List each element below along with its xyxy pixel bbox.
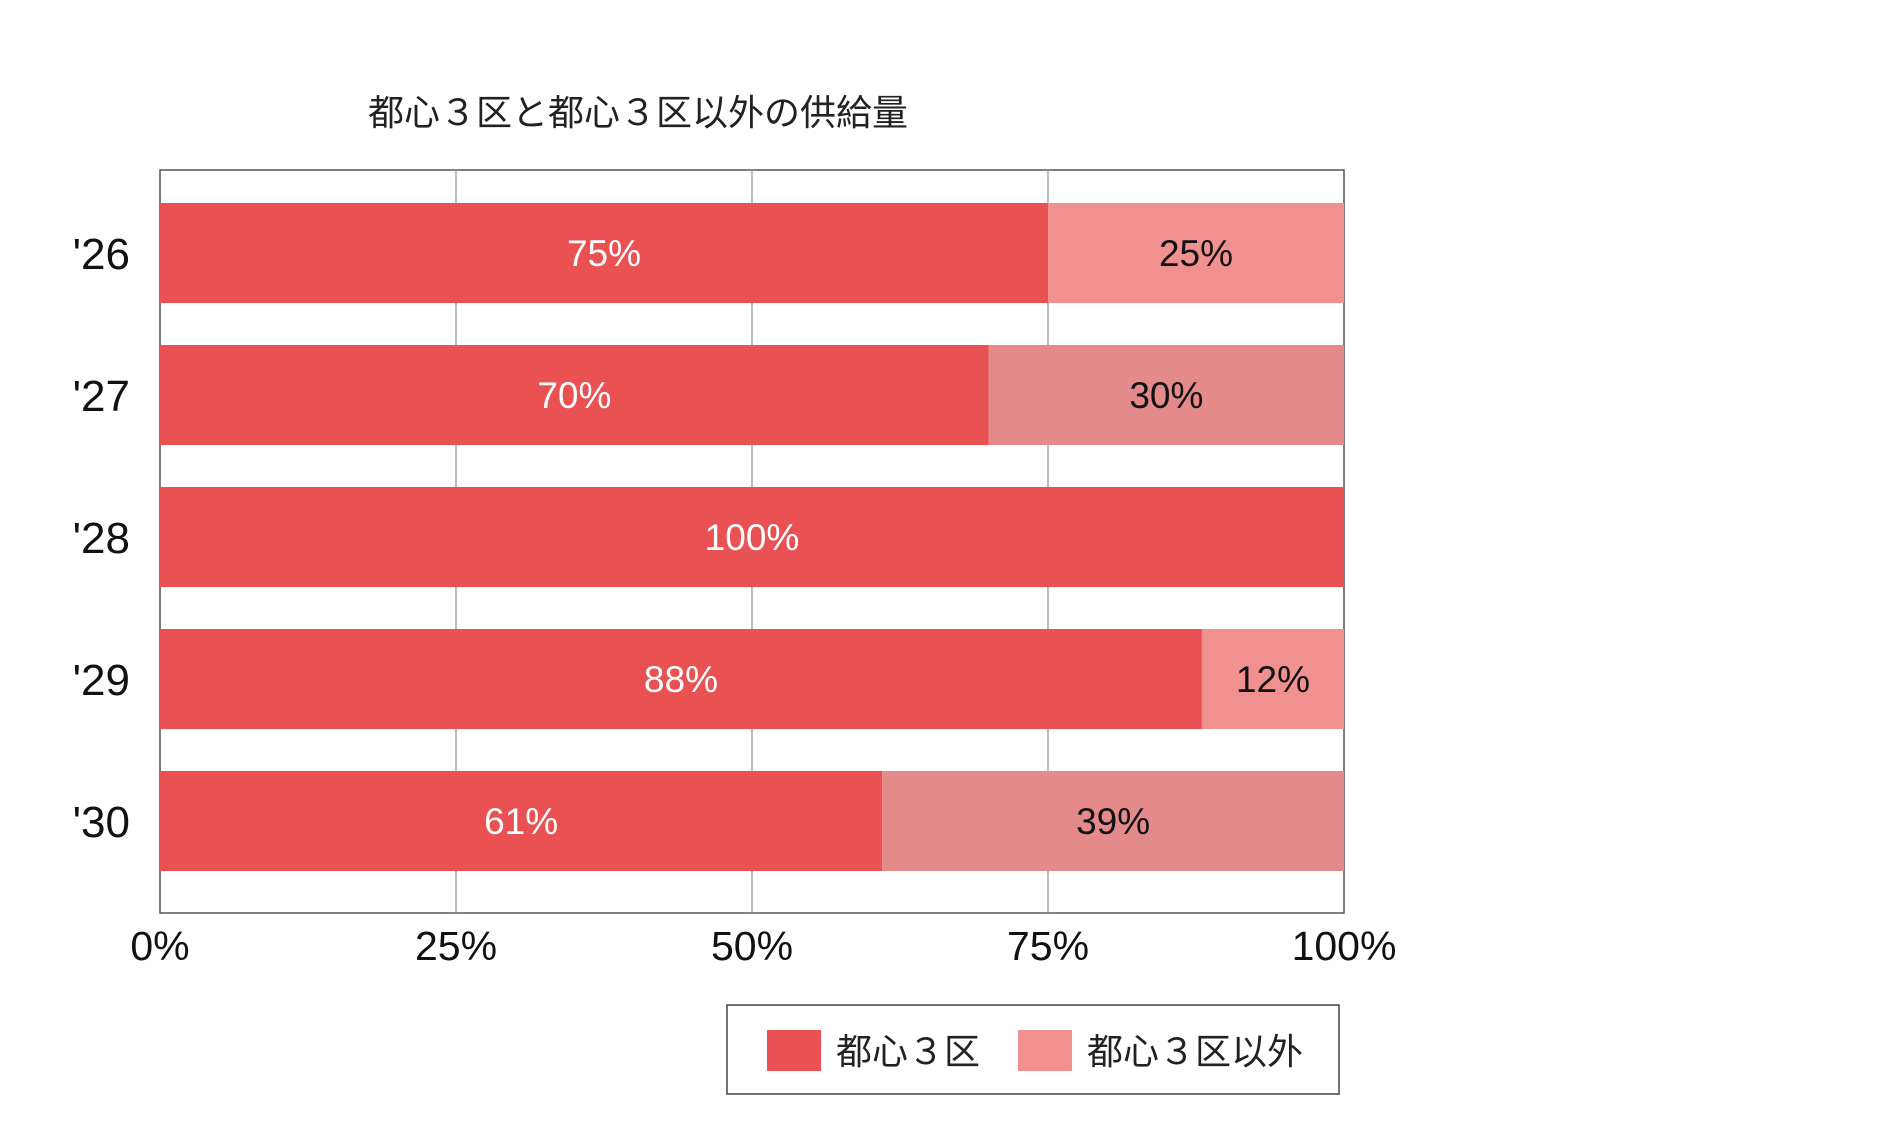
data-label: 12% — [1236, 659, 1310, 700]
bar-segment — [160, 203, 1048, 303]
data-label: 61% — [484, 801, 558, 842]
data-label: 39% — [1076, 801, 1150, 842]
category-label: '29 — [73, 656, 130, 705]
legend: 都心３区 都心３区以外 — [726, 1004, 1340, 1095]
legend-swatch-series-1 — [767, 1030, 821, 1071]
data-label: 30% — [1129, 375, 1203, 416]
category-label: '27 — [73, 372, 130, 421]
bar-segment — [160, 487, 1344, 587]
bar-segment — [1048, 203, 1344, 303]
data-labels: 75% 25% 70% 30% 100% 88% 12% 61% 39% — [484, 233, 1310, 842]
bar-segment — [1201, 629, 1344, 729]
category-label: '28 — [73, 514, 130, 563]
data-label: 75% — [567, 233, 641, 274]
chart-title: 都心３区と都心３区以外の供給量 — [368, 93, 908, 134]
bar-segment — [988, 345, 1344, 445]
x-tick-label: 25% — [415, 923, 497, 969]
legend-label-series-1: 都心３区 — [836, 1032, 980, 1073]
legend-label-series-2: 都心３区以外 — [1087, 1032, 1303, 1073]
bar-segment — [160, 771, 883, 871]
bar-segment — [160, 345, 989, 445]
data-label: 70% — [537, 375, 611, 416]
legend-swatch-series-2 — [1018, 1030, 1072, 1071]
data-label: 88% — [644, 659, 718, 700]
x-axis-ticks: 0% 25% 50% 75% 100% — [130, 923, 1396, 969]
category-label: '26 — [73, 230, 130, 279]
category-labels: '26 '27 '28 '29 '30 — [73, 230, 130, 847]
bars — [160, 203, 1344, 871]
category-label: '30 — [73, 798, 130, 847]
x-tick-label: 75% — [1007, 923, 1089, 969]
x-tick-label: 50% — [711, 923, 793, 969]
x-tick-label: 0% — [130, 923, 189, 969]
data-label: 25% — [1159, 233, 1233, 274]
data-label: 100% — [705, 517, 800, 558]
bar-segment — [160, 629, 1202, 729]
x-tick-label: 100% — [1292, 923, 1397, 969]
bar-segment — [882, 771, 1344, 871]
